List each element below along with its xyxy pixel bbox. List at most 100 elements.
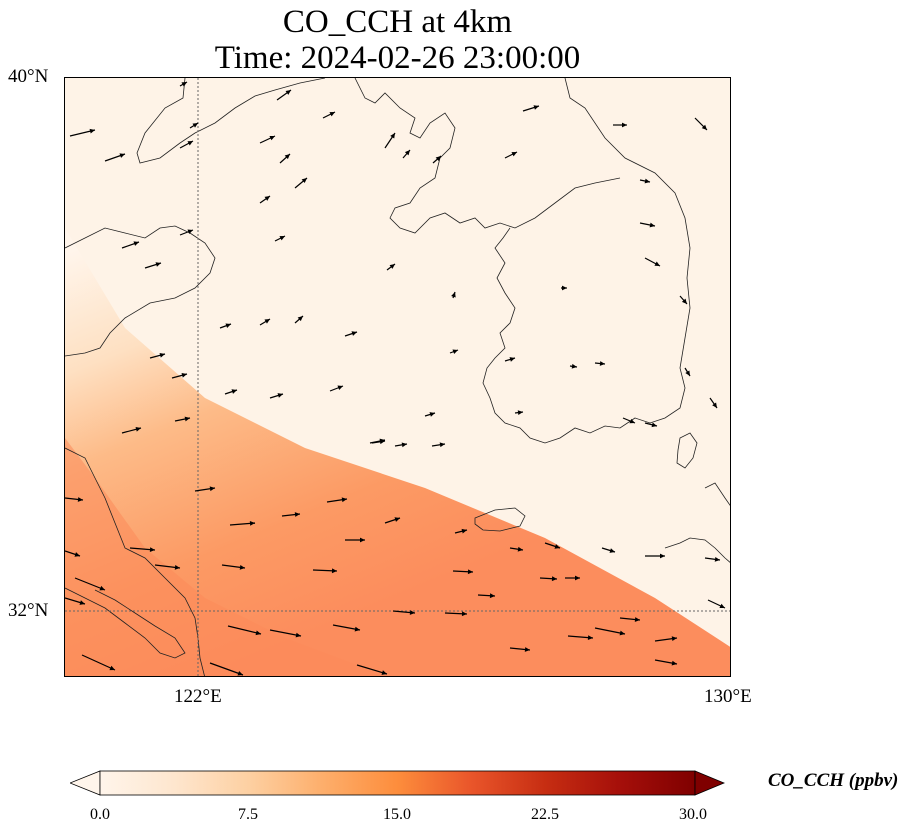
wind-arrow-head <box>390 133 395 139</box>
wind-arrow-head <box>619 630 625 636</box>
map-title: CO_CCH at 4km <box>282 4 513 40</box>
lat-label-32n: 32°N <box>8 600 49 621</box>
wind-arrow-head <box>237 671 243 676</box>
wind-arrow-head <box>671 636 677 642</box>
wind-arrow-head <box>239 564 245 570</box>
wind-arrow-head <box>297 316 303 322</box>
wind-arrow-head <box>404 150 410 156</box>
wind-arrow-head <box>225 323 231 328</box>
colorbar-extend-max <box>694 770 725 796</box>
wind-arrow <box>227 625 262 635</box>
wind-arrow-head <box>249 521 255 526</box>
wind-arrow <box>209 662 244 676</box>
wind-arrow-head <box>351 331 357 336</box>
wind-arrow-head <box>187 229 193 235</box>
wind-arrow-head <box>77 497 83 502</box>
wind-arrow-head <box>649 222 655 228</box>
wind-arrow-head <box>284 154 290 160</box>
wind-arrow-head <box>187 141 193 146</box>
wind-arrow-head <box>285 90 291 95</box>
wind-arrow-head <box>295 632 301 638</box>
wind-arrow <box>81 654 116 671</box>
wind-arrow-head <box>360 537 365 543</box>
wind-arrow-head <box>133 241 139 246</box>
wind-arrow-head <box>264 319 270 324</box>
map-time: Time: 2024-02-26 23:00:00 <box>214 40 581 76</box>
wind-arrow-head <box>184 416 190 422</box>
wind-arrow-head <box>651 422 657 428</box>
plume-core <box>65 438 381 676</box>
wind-arrow-head <box>119 153 125 158</box>
wind-arrow <box>74 577 106 591</box>
wind-arrow-head <box>329 112 335 117</box>
wind-arrow-head <box>452 349 458 355</box>
wind-arrow-head <box>149 547 155 552</box>
wind-vectors <box>65 81 726 676</box>
wind-arrow-head <box>660 553 665 559</box>
wind-arrow-head <box>467 569 473 575</box>
wind-arrow <box>269 629 302 637</box>
wind-arrow-head <box>181 82 187 87</box>
colorbar-tick-2: 15.0 <box>383 806 411 823</box>
wind-arrow-head <box>489 593 495 599</box>
wind-arrow-head <box>277 393 283 398</box>
wind-arrow-head <box>389 264 395 269</box>
wind-arrow <box>594 627 626 635</box>
lat-label-40n: 40°N <box>8 66 49 87</box>
wind-arrow-head <box>439 442 445 448</box>
wind-arrow-head <box>381 670 387 675</box>
wind-arrow-head <box>517 546 523 552</box>
wind-arrow-head <box>354 626 360 632</box>
wind-arrow-head <box>181 372 187 378</box>
wind-arrow-head <box>562 285 567 291</box>
wind-arrow-head <box>685 370 690 376</box>
wind-arrow-head <box>712 402 717 408</box>
wind-arrow-head <box>671 660 677 666</box>
wind-arrow-head <box>644 178 650 184</box>
wind-arrow-head <box>74 552 80 557</box>
wind-arrow-head <box>159 352 165 358</box>
wind-arrow-head <box>279 236 285 241</box>
wind-arrow-head <box>409 610 415 615</box>
colorbar-tick-0: 0.0 <box>90 806 110 823</box>
wind-arrow-head <box>209 486 215 492</box>
lon-label-122e: 122°E <box>174 686 222 707</box>
wind-arrow-head <box>554 544 560 549</box>
wind-arrow <box>356 664 388 675</box>
wind-arrow-head <box>429 412 435 417</box>
wind-arrow-head <box>654 261 660 266</box>
wind-arrow-head <box>575 575 580 581</box>
map-panel <box>64 77 731 677</box>
wind-arrow-head <box>714 556 720 562</box>
wind-arrow-head <box>451 292 456 298</box>
wind-arrow-head <box>587 635 593 640</box>
wind-arrow-head <box>174 565 180 570</box>
wind-arrow-head <box>599 361 605 366</box>
wind-arrow-head <box>135 426 141 432</box>
coastlines <box>65 78 730 676</box>
wind-arrow-head <box>301 178 307 184</box>
wind-arrow-head <box>509 357 515 362</box>
wind-arrow-head <box>461 528 467 534</box>
wind-arrow-head <box>634 617 640 622</box>
wind-arrow-head <box>337 385 343 391</box>
map-canvas <box>65 78 730 676</box>
wind-arrow-head <box>379 439 385 445</box>
wind-arrow-head <box>192 123 198 128</box>
wind-arrow-head <box>89 128 95 134</box>
wind-arrow-head <box>264 196 270 201</box>
colorbar-extend-min <box>70 770 101 796</box>
wind-arrow-head <box>533 105 539 110</box>
wind-arrow-head <box>571 363 577 369</box>
wind-arrow-head <box>99 585 105 591</box>
wind-arrow-head <box>109 665 115 671</box>
colorbar-tick-4: 30.0 <box>679 806 707 823</box>
wind-arrow-head <box>609 548 615 553</box>
wind-arrow-head <box>524 647 530 652</box>
wind-arrow-head <box>255 630 261 636</box>
colorbar-tick-3: 22.5 <box>531 806 559 823</box>
wind-arrow-head <box>551 576 557 582</box>
wind-arrow-head <box>294 512 300 517</box>
wind-arrow-head <box>622 122 627 128</box>
wind-arrow-head <box>79 600 85 605</box>
